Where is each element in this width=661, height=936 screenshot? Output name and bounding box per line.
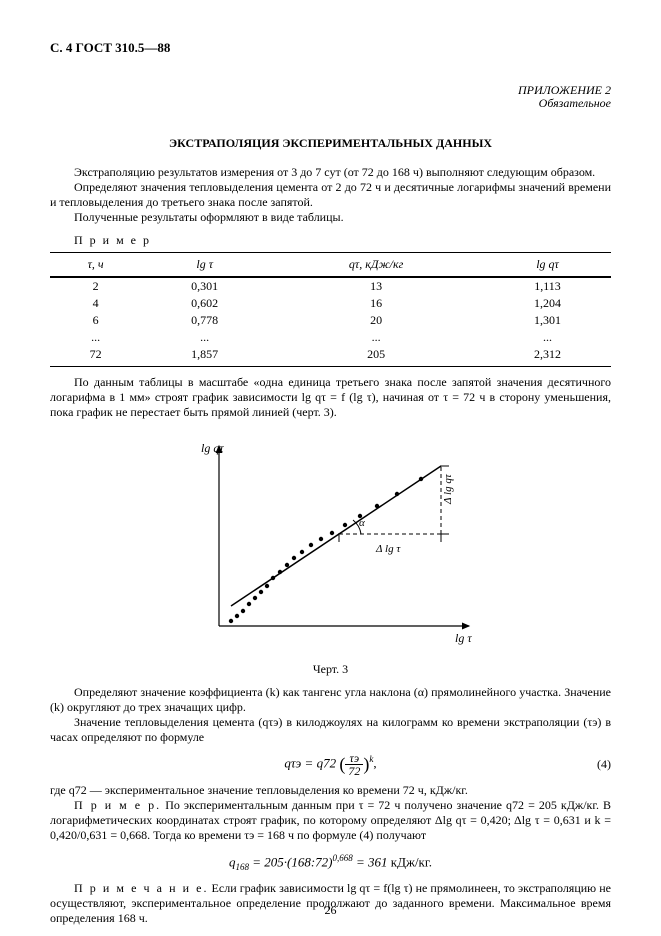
formula-1: qτэ = q72 (τэ72)k, (4) xyxy=(50,751,611,777)
appendix-block: ПРИЛОЖЕНИЕ 2 Обязательное xyxy=(50,84,611,110)
formula-2: q168 = 205·(168:72)0,668 = 361 кДж/кг. xyxy=(50,849,611,875)
formula-lhs: qτэ = q72 xyxy=(284,755,336,770)
svg-text:α: α xyxy=(359,517,365,529)
example-label: П р и м е р xyxy=(50,233,611,248)
page-number: 26 xyxy=(0,903,661,918)
table-row: 4 0,602 16 1,204 xyxy=(50,295,611,312)
chart-caption: Черт. 3 xyxy=(50,662,611,677)
chart-container: lg qτ lg τ Δ lg τ Δ lg qτ α xyxy=(50,426,611,660)
cell: 2,312 xyxy=(484,346,611,367)
table-row: ... ... ... ... xyxy=(50,329,611,346)
data-table: τ, ч lg τ qτ, кДж/кг lg qτ 2 0,301 13 1,… xyxy=(50,252,611,367)
formula-2-body: q168 = 205·(168:72)0,668 = 361 кДж/кг. xyxy=(229,853,432,872)
th-q: qτ, кДж/кг xyxy=(268,253,484,278)
svg-text:Δ lg τ: Δ lg τ xyxy=(375,543,401,555)
th-tau: τ, ч xyxy=(50,253,141,278)
cell: 1,301 xyxy=(484,312,611,329)
example2-label: П р и м е р. xyxy=(74,798,161,812)
chart-svg: lg qτ lg τ Δ lg τ Δ lg qτ α xyxy=(171,426,491,656)
section-title: ЭКСТРАПОЛЯЦИЯ ЭКСПЕРИМЕНТАЛЬНЫХ ДАННЫХ xyxy=(50,136,611,151)
cell: 2 xyxy=(50,277,141,295)
cell: ... xyxy=(141,329,268,346)
formula-1-body: qτэ = q72 (τэ72)k, xyxy=(284,752,376,777)
header-code: С. 4 ГОСТ 310.5—88 xyxy=(50,40,611,56)
formula-tail: , xyxy=(373,755,376,770)
cell: 4 xyxy=(50,295,141,312)
cell: 72 xyxy=(50,346,141,367)
th-lgq: lg qτ xyxy=(484,253,611,278)
cell: 0,778 xyxy=(141,312,268,329)
after-chart-p2: Значение тепловыделения цемента (qτэ) в … xyxy=(50,715,611,745)
cell: 20 xyxy=(268,312,484,329)
table-row: 2 0,301 13 1,113 xyxy=(50,277,611,295)
appendix-title: ПРИЛОЖЕНИЕ 2 xyxy=(50,84,611,97)
intro-p2: Определяют значения тепловыделения цемен… xyxy=(50,180,611,210)
appendix-subtitle: Обязательное xyxy=(50,97,611,110)
table-row: 6 0,778 20 1,301 xyxy=(50,312,611,329)
svg-text:lg qτ: lg qτ xyxy=(201,441,224,455)
example-2: П р и м е р. По экспериментальным данным… xyxy=(50,798,611,843)
cell: 0,602 xyxy=(141,295,268,312)
cell: 13 xyxy=(268,277,484,295)
cell: 16 xyxy=(268,295,484,312)
svg-text:Δ lg qτ: Δ lg qτ xyxy=(442,474,454,506)
table-row: 72 1,857 205 2,312 xyxy=(50,346,611,367)
frac-den: 72 xyxy=(345,765,363,777)
cell: 0,301 xyxy=(141,277,268,295)
cell: ... xyxy=(50,329,141,346)
where-clause: где q72 — экспериментальное значение теп… xyxy=(50,783,611,798)
after-table-p1: По данным таблицы в масштабе «одна едини… xyxy=(50,375,611,420)
cell: 1,204 xyxy=(484,295,611,312)
cell: 6 xyxy=(50,312,141,329)
frac-num: τэ xyxy=(345,752,363,765)
cell: 1,857 xyxy=(141,346,268,367)
th-lgtau: lg τ xyxy=(141,253,268,278)
svg-text:lg τ: lg τ xyxy=(455,631,472,645)
intro-p1: Экстраполяцию результатов измерения от 3… xyxy=(50,165,611,180)
cell: 205 xyxy=(268,346,484,367)
note-label: П р и м е ч а н и е. xyxy=(74,881,208,895)
cell: 1,113 xyxy=(484,277,611,295)
intro-p3: Полученные результаты оформляют в виде т… xyxy=(50,210,611,225)
page: С. 4 ГОСТ 310.5—88 ПРИЛОЖЕНИЕ 2 Обязател… xyxy=(0,0,661,936)
cell: ... xyxy=(268,329,484,346)
equation-number: (4) xyxy=(597,757,611,772)
after-chart-p1: Определяют значение коэффициента (k) как… xyxy=(50,685,611,715)
cell: ... xyxy=(484,329,611,346)
